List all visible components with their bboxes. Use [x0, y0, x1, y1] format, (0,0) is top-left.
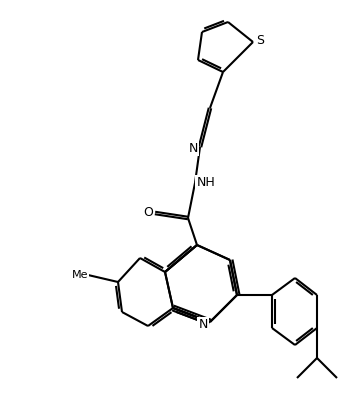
- Text: O: O: [143, 206, 153, 220]
- Text: N: N: [188, 142, 198, 155]
- Text: NH: NH: [196, 177, 215, 189]
- Text: Me: Me: [72, 270, 88, 280]
- Text: S: S: [256, 35, 264, 47]
- Text: N: N: [198, 319, 208, 331]
